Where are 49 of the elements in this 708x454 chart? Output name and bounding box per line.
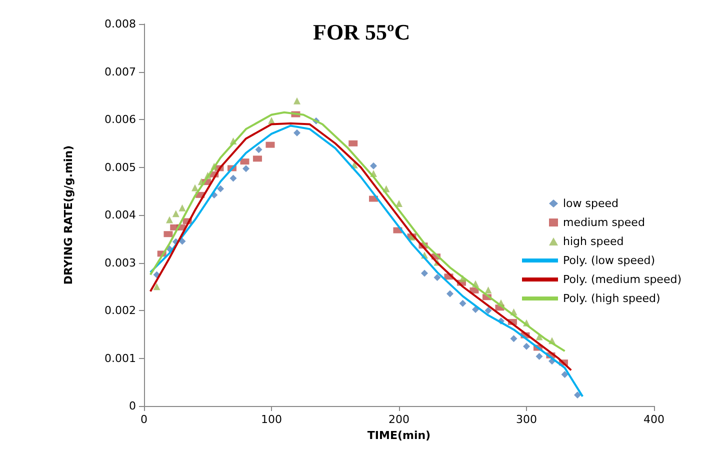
point — [230, 174, 237, 182]
x-tick-label: 400 — [644, 413, 664, 426]
point — [294, 129, 300, 136]
legend-label: Poly. (low speed) — [563, 254, 656, 267]
legend-label: low speed — [563, 197, 619, 210]
legend-label: high speed — [563, 235, 624, 248]
y-tick-label: 0.006 — [104, 113, 136, 126]
point — [561, 370, 568, 378]
point — [192, 184, 198, 192]
point — [217, 185, 224, 192]
y-tick-label: 0.002 — [104, 304, 136, 317]
y-axis-title: DRYING RATE(g/g.min) — [62, 145, 75, 285]
y-tick-label: 0.001 — [104, 352, 136, 365]
legend-label: Poly. (high speed) — [563, 292, 660, 305]
y-tick-label: 0.005 — [104, 160, 136, 174]
chart-title: FOR 55ºC — [313, 20, 410, 44]
point — [294, 97, 300, 104]
point — [484, 307, 492, 314]
point — [421, 270, 428, 277]
point — [459, 300, 466, 307]
x-tick-label: 200 — [388, 413, 410, 426]
point — [172, 210, 180, 218]
point — [178, 238, 186, 245]
x-tick-label: 0 — [140, 413, 148, 426]
x-tick-label: 100 — [261, 413, 282, 426]
point — [523, 342, 530, 350]
point — [574, 392, 581, 399]
point — [434, 274, 441, 282]
point — [166, 216, 173, 224]
point — [510, 335, 518, 342]
point — [472, 306, 479, 314]
y-tick-label: 0.008 — [104, 18, 136, 30]
point — [396, 200, 402, 208]
x-tick-label: 300 — [516, 413, 537, 426]
x-axis-title: TIME(min) — [367, 428, 431, 442]
point — [242, 165, 250, 172]
legend-label: medium speed — [563, 216, 645, 229]
y-tick-label: 0.004 — [104, 208, 136, 222]
point — [484, 286, 492, 294]
point — [370, 162, 377, 170]
point — [153, 283, 160, 290]
point — [255, 146, 262, 154]
point — [446, 290, 454, 298]
point — [536, 352, 543, 360]
y-tick-label: 0.007 — [104, 65, 136, 78]
point — [178, 204, 186, 212]
y-tick-label: 0 — [129, 400, 136, 412]
legend-label: Poly. (medium speed) — [563, 273, 682, 286]
y-tick-label: 0.003 — [104, 256, 136, 270]
